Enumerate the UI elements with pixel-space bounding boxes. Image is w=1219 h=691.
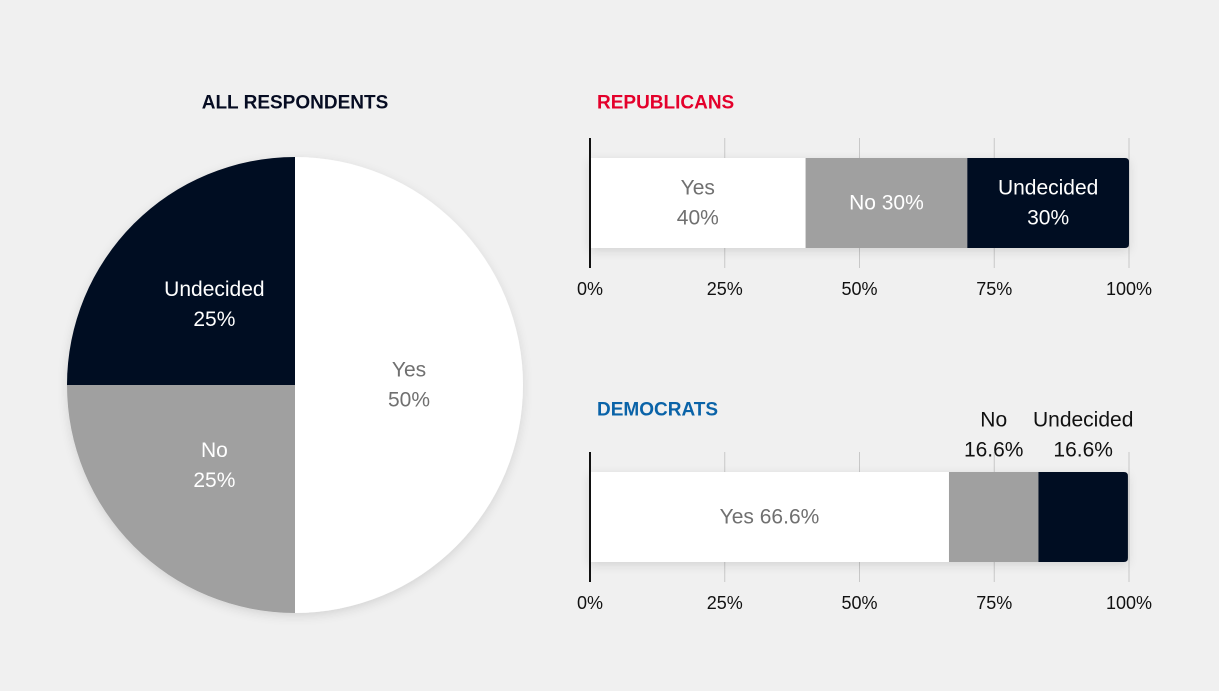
chart1-label-yes-line-2: 40% (677, 207, 719, 230)
chart1-tick-label-50: 50% (841, 279, 877, 299)
chart2-label-no-line-1: No (980, 409, 1007, 432)
pie-group (67, 157, 523, 613)
pie-slice-no (67, 385, 295, 613)
pie-slice-undecided (67, 157, 295, 385)
chart2-label-undecided-line-2: 16.6% (1053, 439, 1113, 462)
chart2-bar-group (590, 472, 1128, 562)
chart2-tick-label-0: 0% (577, 593, 603, 613)
chart1-bar-yes (590, 158, 806, 248)
chart1-tick-label-25: 25% (707, 279, 743, 299)
chart2-bar-yes (590, 472, 949, 562)
chart2-tick-label-50: 50% (841, 593, 877, 613)
chart2-tick-label-75: 75% (976, 593, 1012, 613)
chart1-tick-label-100: 100% (1106, 279, 1152, 299)
chart1-tick-label-0: 0% (577, 279, 603, 299)
pie-slice-yes (295, 157, 523, 613)
chart1-label-no-line-1: No 30% (849, 192, 924, 215)
chart2-bar-no (948, 472, 1039, 562)
chart1-tick-label-75: 75% (976, 279, 1012, 299)
pie-label-undecided-line-1: Undecided (164, 278, 264, 301)
pie-label-no-line-2: 25% (193, 469, 235, 492)
chart2-label-yes-line-1: Yes 66.6% (720, 506, 820, 529)
pie-title: ALL RESPONDENTS (202, 93, 389, 114)
pie-label-yes-line-2: 50% (388, 389, 430, 412)
pie-label-no-line-1: No (201, 439, 228, 462)
chart2-title: DEMOCRATS (597, 400, 718, 421)
chart2-tick-label-25: 25% (707, 593, 743, 613)
chart1-title: REPUBLICANS (597, 93, 734, 114)
chart2-tick-label-100: 100% (1106, 593, 1152, 613)
chart2-label-no-line-2: 16.6% (964, 439, 1024, 462)
pie-label-undecided-line-2: 25% (193, 308, 235, 331)
chart1-label-undecided-line-2: 30% (1027, 207, 1069, 230)
chart1-bar-group (590, 158, 1129, 248)
chart1-bar-no (805, 158, 968, 248)
chart1-label-yes-line-1: Yes (681, 177, 715, 200)
chart2-bar-undecided (1038, 472, 1128, 562)
pie-label-yes-line-1: Yes (392, 359, 426, 382)
chart1-label-undecided-line-1: Undecided (998, 177, 1098, 200)
chart1-bar-undecided (967, 158, 1129, 248)
chart2-label-undecided-line-1: Undecided (1033, 409, 1133, 432)
